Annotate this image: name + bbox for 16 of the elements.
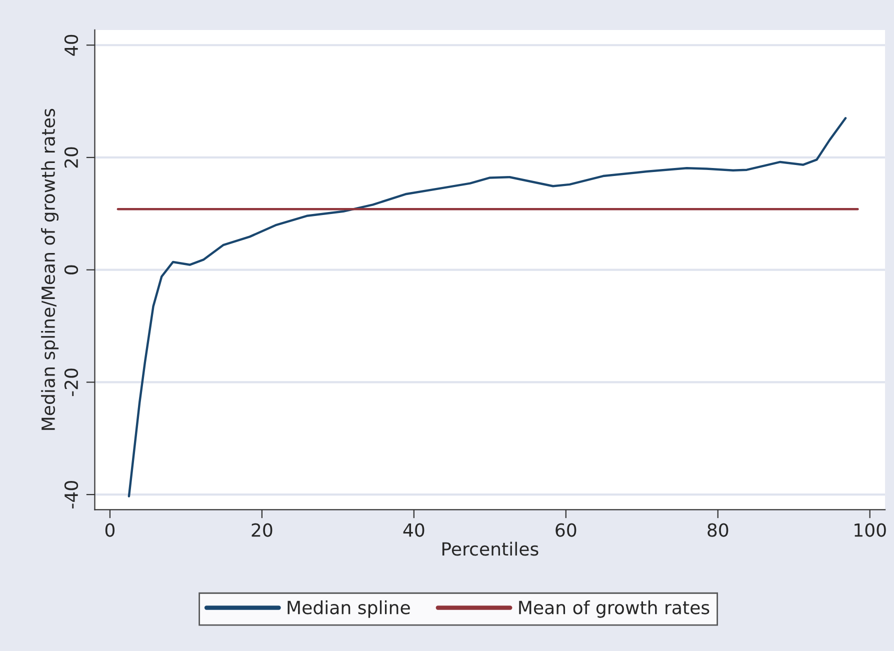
y-tick-label: 40	[64, 34, 78, 56]
x-tick-label: 40	[403, 523, 424, 537]
x-tick-label: 60	[556, 523, 576, 537]
x-tick-label: 100	[854, 523, 886, 537]
x-tick-label: 80	[708, 523, 728, 537]
legend-label: Median spline	[288, 600, 410, 618]
x-axis-title: Percentiles	[442, 542, 538, 556]
y-tick-label: 0	[64, 265, 78, 274]
line-series	[128, 117, 847, 498]
legend-label: Mean of growth rates	[519, 600, 710, 618]
y-tick-label: -20	[64, 368, 78, 396]
y-tick-label: -40	[64, 481, 78, 508]
y-axis-title: Median spline/Mean of growth rates	[41, 108, 59, 430]
x-tick-label: 0	[105, 523, 115, 537]
x-tick-label: 20	[252, 523, 272, 537]
y-tick-label: 20	[64, 147, 78, 168]
